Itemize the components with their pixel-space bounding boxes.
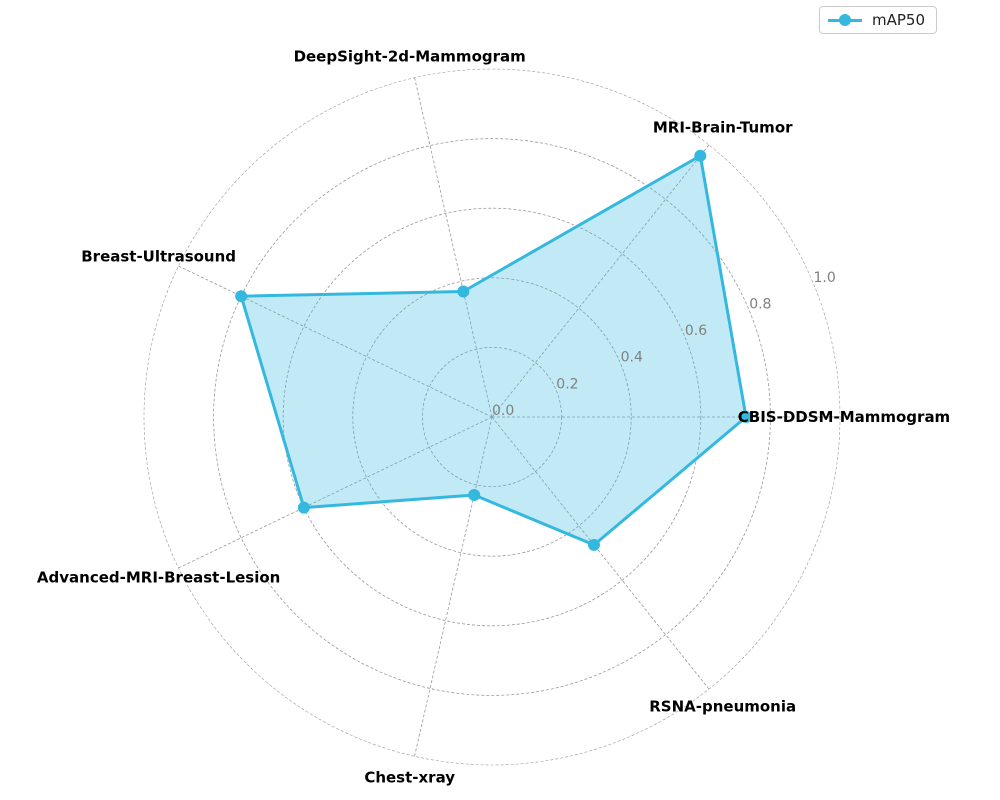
grid-circle <box>213 138 771 696</box>
category-label: MRI-Brain-Tumor <box>653 119 793 137</box>
axis-spoke <box>414 416 493 757</box>
data-point <box>468 489 481 502</box>
category-label: Breast-Ultrasound <box>81 247 236 265</box>
axis-spoke <box>414 77 493 418</box>
axis-spoke <box>491 144 710 418</box>
grid-circle <box>352 277 632 557</box>
legend-marker <box>839 14 851 26</box>
grid-circle <box>421 346 562 487</box>
data-point <box>694 149 707 162</box>
data-point <box>297 501 310 514</box>
axis-spoke <box>178 416 493 569</box>
data-point <box>587 538 600 551</box>
legend-label-mAP50: mAP50 <box>872 11 926 29</box>
radial-tick-label: 1.0 <box>814 270 836 286</box>
grid-circle <box>282 207 702 627</box>
series-area <box>241 155 746 545</box>
series-mAP50 <box>235 149 753 551</box>
category-label: Advanced-MRI-Breast-Lesion <box>37 569 280 587</box>
axis-spokes <box>178 77 840 757</box>
legend: mAP50 <box>819 6 937 34</box>
radial-tick-label: 0.6 <box>685 323 707 339</box>
radial-tick-label: 0.8 <box>749 296 771 312</box>
radial-tick-label: 0.0 <box>492 403 514 419</box>
category-label: DeepSight-2d-Mammogram <box>294 47 526 65</box>
series-line <box>239 154 748 547</box>
data-point <box>235 290 248 303</box>
radial-tick-labels: 0.0 0.2 0.4 0.6 0.8 1.0 <box>492 270 836 419</box>
category-label: RSNA-pneumonia <box>649 697 796 715</box>
category-label: CBIS-DDSM-Mammogram <box>738 408 950 426</box>
category-labels: CBIS-DDSM-Mammogram MRI-Brain-Tumor DeepSi… <box>37 47 950 786</box>
data-point <box>457 285 470 298</box>
category-label: Chest-xray <box>364 769 455 787</box>
data-point <box>740 411 753 423</box>
axis-spoke <box>491 416 710 690</box>
axis-spoke <box>178 265 493 418</box>
radial-tick-label: 0.2 <box>556 376 578 392</box>
radial-tick-label: 0.4 <box>621 350 643 366</box>
